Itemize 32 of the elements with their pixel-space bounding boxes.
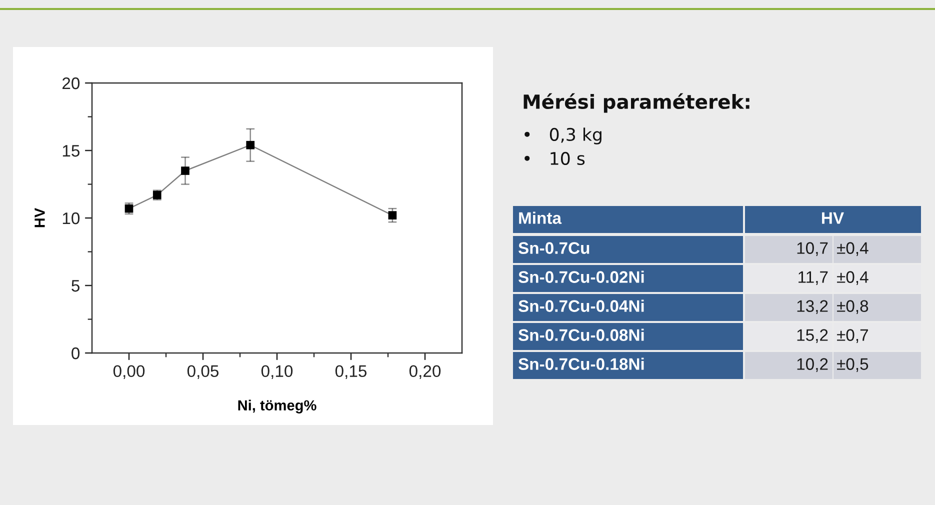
text: 10,7: [797, 242, 828, 256]
y-tick-label: 0: [72, 347, 80, 360]
x-tick-label: 0,15: [335, 365, 367, 380]
text: 10,2: [797, 358, 828, 372]
x-tick-label: 0,20: [409, 365, 441, 380]
text: 15,2: [797, 329, 828, 343]
x-tick-label: 0,10: [261, 365, 293, 380]
category-label: Sn-0.7Cu: [518, 242, 590, 254]
y-tick-label: 5: [72, 280, 80, 292]
y-tick-label: 10: [62, 212, 80, 224]
text: • 0,3 kg: [524, 128, 602, 144]
text: ±0,5: [837, 358, 868, 372]
text: ±0,7: [837, 329, 868, 343]
category-label: Minta: [519, 212, 562, 224]
y-tick-label: 20: [62, 77, 80, 90]
category-label: Sn-0.7Cu-0.08Ni: [518, 328, 644, 341]
x-tick-label: 0,05: [187, 365, 219, 380]
y-tick-label: 15: [62, 145, 80, 157]
text: ±0,8: [837, 300, 868, 314]
text: • 10 s: [524, 152, 585, 166]
category-label: Sn-0.7Cu-0.18Ni: [518, 358, 644, 370]
x-axis-title: Ni, tömeg%: [238, 400, 316, 414]
y-axis-title: HV: [34, 208, 45, 228]
text: 11,7: [798, 271, 828, 285]
text: ±0,4: [837, 242, 868, 256]
text: Mérési paraméterek:: [524, 93, 750, 113]
category-label: Sn-0.7Cu-0.02Ni: [518, 270, 644, 283]
category-label: Sn-0.7Cu-0.04Ni: [518, 300, 644, 312]
x-tick-label: 0,00: [113, 365, 145, 380]
category-label: HV: [822, 212, 844, 224]
text: ±0,4: [837, 271, 868, 285]
text: 13,2: [797, 300, 828, 314]
